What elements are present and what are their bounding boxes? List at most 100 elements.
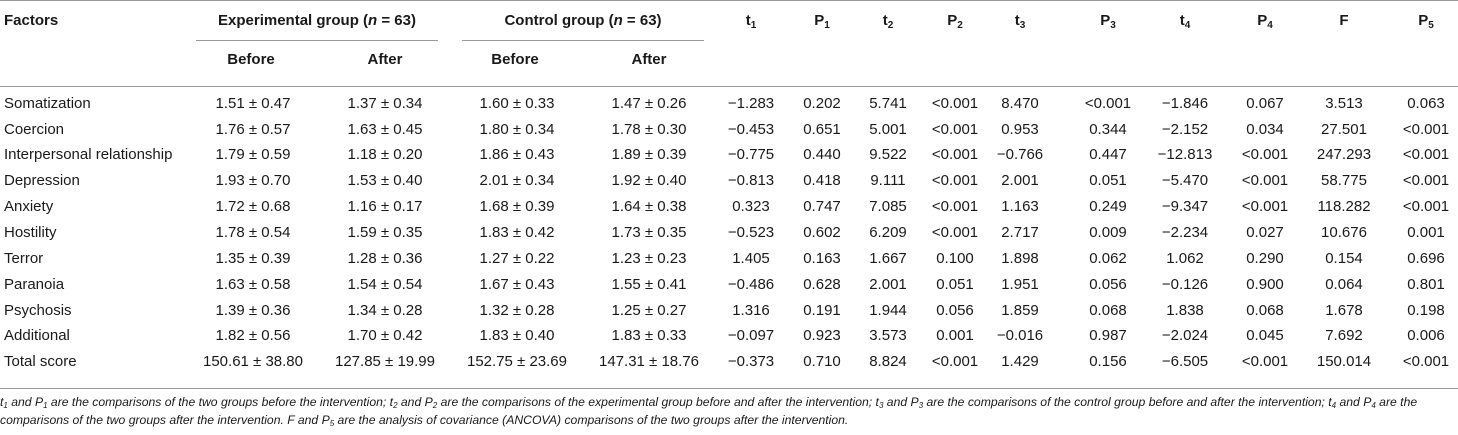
table-cell: <0.001	[1241, 198, 1289, 215]
table-cell: −2.234	[1161, 224, 1209, 241]
table-cell: 1.82 ± 0.56	[215, 327, 291, 344]
table-cell: 0.651	[803, 121, 841, 138]
f-header: F	[1339, 12, 1349, 29]
table-cell: 1.78 ± 0.54	[215, 224, 291, 241]
table-cell: <0.001	[931, 95, 979, 112]
factor-label: Coercion	[4, 121, 65, 138]
factor-label: Terror	[4, 250, 44, 267]
table-cell: 1.316	[732, 302, 770, 319]
table-cell: 1.63 ± 0.45	[347, 121, 423, 138]
table-cell: 1.35 ± 0.39	[215, 250, 291, 267]
experimental-after-header: After	[367, 51, 403, 68]
table-cell: 0.323	[732, 198, 770, 215]
bottom-divider	[0, 388, 1458, 389]
table-cell: 1.163	[1001, 198, 1039, 215]
table-cell: 8.470	[1001, 95, 1039, 112]
footnote-subscript: 4	[1371, 401, 1376, 410]
table-cell: 1.28 ± 0.36	[347, 250, 423, 267]
table-cell: 2.001	[869, 276, 907, 293]
table-cell: 1.944	[869, 302, 907, 319]
footnote-text: and P	[1336, 395, 1372, 409]
table-cell: 2.717	[1001, 224, 1039, 241]
factor-label: Hostility	[4, 224, 57, 241]
control-group-header: Control group (n = 63)	[504, 12, 662, 29]
table-cell: 0.440	[803, 146, 841, 163]
table-cell: 118.282	[1317, 198, 1371, 215]
table-cell: 3.513	[1325, 95, 1363, 112]
table-cell: −0.766	[996, 146, 1044, 163]
table-footnote: t1 and P1 are the comparisons of the two…	[0, 393, 1452, 429]
table-cell: 1.83 ± 0.42	[479, 224, 555, 241]
experimental-group-rule	[196, 40, 438, 41]
table-cell: 0.987	[1089, 327, 1127, 344]
p5-header: P5	[1418, 12, 1434, 31]
footnote-text: are the comparisons of the two groups af…	[0, 395, 1418, 427]
table-cell: 0.202	[803, 95, 841, 112]
table-cell: −0.813	[727, 172, 775, 189]
footnote-text: and P	[397, 395, 433, 409]
table-cell: −0.453	[727, 121, 775, 138]
table-cell: 1.062	[1166, 250, 1204, 267]
table-cell: −0.373	[727, 353, 775, 370]
footnote-text: are the analysis of covariance (ANCOVA) …	[334, 413, 849, 427]
table-cell: 0.067	[1246, 95, 1284, 112]
table-cell: <0.001	[931, 172, 979, 189]
table-cell: 0.034	[1246, 121, 1284, 138]
table-cell: −0.523	[727, 224, 775, 241]
table-cell: <0.001	[931, 121, 979, 138]
table-cell: 1.86 ± 0.43	[479, 146, 555, 163]
footnote-text: and P	[883, 395, 919, 409]
table-cell: 1.59 ± 0.35	[347, 224, 423, 241]
factor-label: Interpersonal relationship	[4, 146, 173, 163]
header-divider	[0, 86, 1458, 87]
table-cell: 1.16 ± 0.17	[347, 198, 423, 215]
table-cell: 1.23 ± 0.23	[611, 250, 687, 267]
t2-header: t2	[882, 12, 894, 31]
table-cell: 1.64 ± 0.38	[611, 198, 687, 215]
table-cell: 0.801	[1407, 276, 1445, 293]
table-cell: −0.775	[727, 146, 775, 163]
table-cell: 8.824	[869, 353, 907, 370]
table-cell: 1.667	[869, 250, 907, 267]
table-cell: 27.501	[1321, 121, 1367, 138]
table-cell: 0.290	[1246, 250, 1284, 267]
factors-header: Factors	[4, 12, 59, 29]
table-cell: 150.014	[1316, 353, 1372, 370]
table-cell: 1.83 ± 0.33	[611, 327, 687, 344]
table-cell: 0.051	[1089, 172, 1127, 189]
table-cell: 1.89 ± 0.39	[611, 146, 687, 163]
control-after-header: After	[631, 51, 667, 68]
table-cell: 0.056	[1089, 276, 1127, 293]
table-cell: 0.051	[936, 276, 974, 293]
table-cell: 0.062	[1089, 250, 1127, 267]
experimental-group-header: Experimental group (n = 63)	[218, 12, 416, 29]
table-cell: −2.024	[1161, 327, 1209, 344]
table-cell: 7.692	[1325, 327, 1363, 344]
p2-header: P2	[947, 12, 963, 31]
control-group-rule	[462, 40, 704, 41]
footnote-subscript: 4	[1331, 401, 1337, 410]
table-cell: −9.347	[1161, 198, 1209, 215]
table-cell: 0.900	[1246, 276, 1284, 293]
table-cell: 1.47 ± 0.26	[611, 95, 687, 112]
factor-label: Total score	[4, 353, 77, 370]
table-cell: 0.009	[1089, 224, 1127, 241]
top-divider	[0, 0, 1458, 1]
table-cell: <0.001	[1402, 121, 1450, 138]
footnote-subscript: 3	[878, 401, 884, 410]
table-cell: 0.710	[803, 353, 841, 370]
factor-label: Somatization	[4, 95, 91, 112]
table-cell: 0.063	[1407, 95, 1445, 112]
table-cell: <0.001	[1241, 353, 1289, 370]
table-cell: 1.898	[1001, 250, 1039, 267]
footnote-subscript: 5	[329, 419, 335, 428]
table-cell: 1.678	[1325, 302, 1363, 319]
table-cell: 0.100	[936, 250, 974, 267]
table-cell: 0.163	[803, 250, 841, 267]
table-cell: 0.249	[1089, 198, 1127, 215]
table-cell: <0.001	[931, 198, 979, 215]
factor-label: Paranoia	[4, 276, 65, 293]
table-cell: 9.111	[870, 172, 906, 189]
table-cell: 0.953	[1001, 121, 1039, 138]
